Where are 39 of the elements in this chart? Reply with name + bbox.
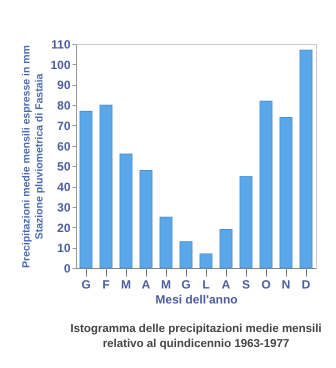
x-tick-label: D: [302, 278, 311, 292]
y-tick-label: 70: [57, 118, 71, 133]
x-tick-label: L: [202, 278, 210, 292]
bar: [180, 241, 192, 268]
bar: [160, 216, 172, 268]
y-tick-label: 40: [57, 180, 71, 194]
bar: [260, 100, 272, 268]
y-tick-label: 50: [57, 160, 71, 174]
bar: [140, 170, 152, 268]
x-axis-title: Mesi dell'anno: [155, 292, 238, 306]
bar: [120, 154, 132, 268]
x-tick-label: S: [242, 278, 250, 292]
y-tick-label: 100: [50, 58, 71, 72]
y-tick-label: 80: [57, 98, 71, 113]
y-tick-label: 110: [51, 38, 71, 52]
bar: [300, 50, 312, 268]
y-tick-label: 90: [57, 78, 71, 92]
x-tick-label: G: [81, 278, 91, 292]
x-tick-label: N: [282, 278, 290, 292]
y-tick-label: 30: [57, 200, 71, 214]
x-tick-label: A: [142, 278, 151, 292]
y-tick-label: 20: [57, 220, 71, 235]
x-tick-label: A: [222, 278, 231, 292]
x-tick-label: M: [161, 278, 171, 292]
x-tick-label: G: [181, 278, 191, 292]
text: Istogramma delle precipitazioni medie mensili relativo al quindicennio 1963-1977: [70, 323, 322, 350]
bar: [280, 117, 292, 268]
y-tick-label: 0: [64, 262, 71, 276]
bar: [100, 104, 112, 268]
bar: [240, 176, 252, 268]
bar: [220, 229, 232, 268]
y-tick-label: 60: [57, 139, 71, 154]
y-tick-label: 10: [57, 241, 71, 256]
x-tick-label: F: [102, 278, 110, 292]
y-axis-title: Precipitazioni medie mensili espresse in mm Stazione pluviometrica di Fastaia: [20, 45, 46, 268]
bar: [200, 253, 212, 268]
x-tick-label: M: [121, 278, 131, 292]
bar: [80, 110, 92, 268]
x-tick-label: O: [261, 278, 271, 292]
